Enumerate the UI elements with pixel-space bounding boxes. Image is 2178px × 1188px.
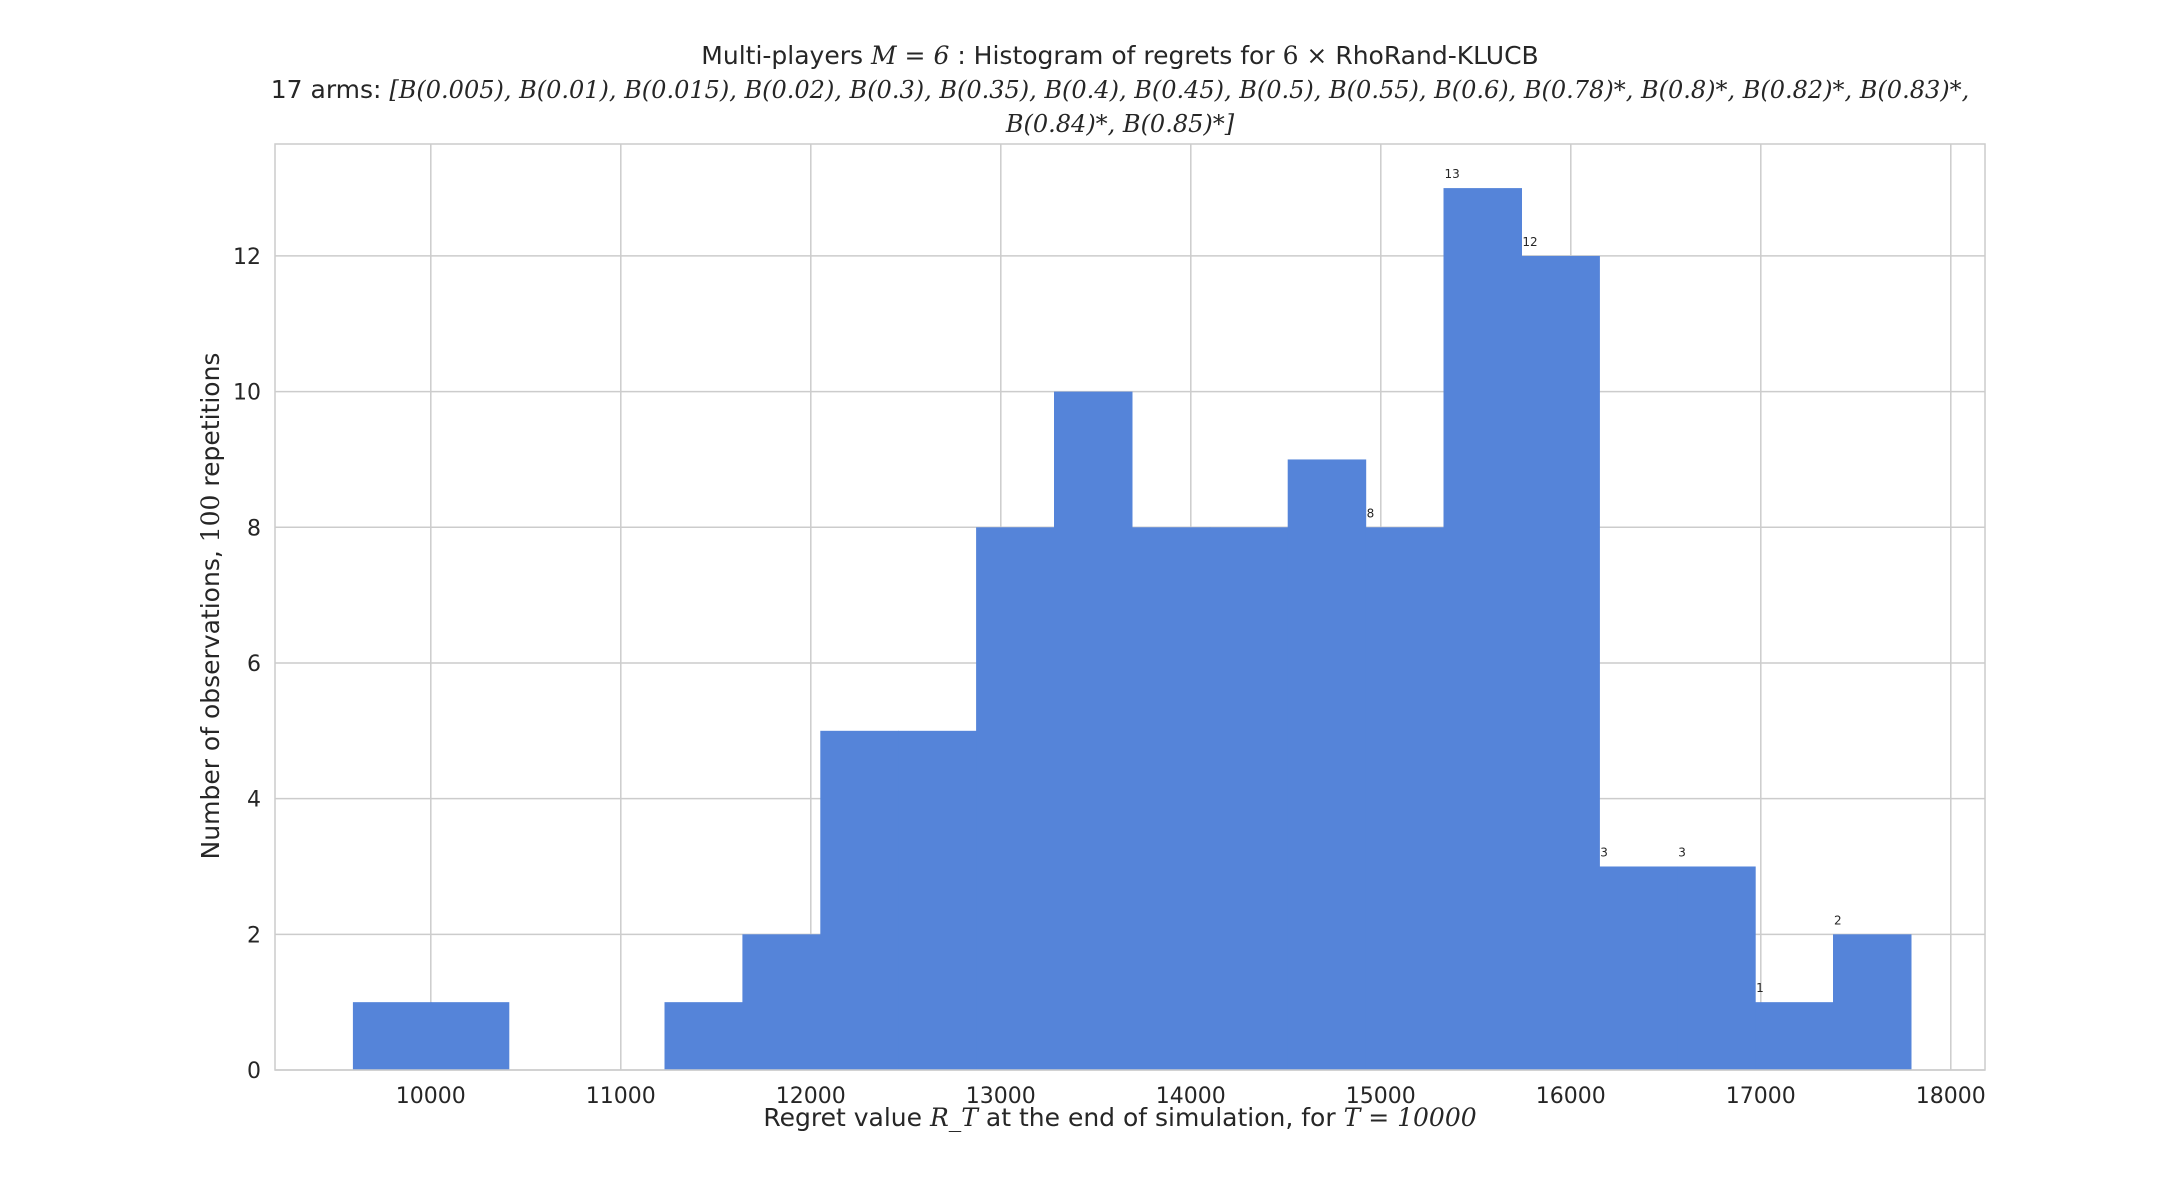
x-axis-label: Regret value R_T at the end of simulatio… — [763, 1103, 1476, 1132]
bar-count-label: 3 — [1600, 845, 1608, 859]
x-tick-label: 14000 — [1156, 1084, 1226, 1109]
y-tick-label: 4 — [247, 788, 261, 813]
bar-count-label: 3 — [1678, 845, 1686, 859]
title-algorithm: RhoRand-KLUCB — [1335, 41, 1538, 70]
histogram-bar — [1677, 866, 1756, 1070]
title-math-mult: 6 × — [1283, 41, 1328, 70]
title-arms-count: 17 arms: — [271, 75, 382, 104]
y-tick-label: 6 — [247, 652, 261, 677]
y-tick-label: 0 — [247, 1059, 261, 1084]
bar-count-label: 8 — [1367, 506, 1375, 520]
x-tick-labels: 10000 11000 12000 13000 14000 15000 16000 17000… — [396, 1084, 1986, 1109]
histogram-bar — [1443, 188, 1522, 1071]
histogram-bar — [1209, 527, 1289, 1070]
bar-count-label: 1 — [1756, 981, 1764, 995]
x-tick-label: 12000 — [776, 1084, 846, 1109]
bar-count-label: 2 — [1834, 913, 1842, 927]
histogram-bar — [1833, 934, 1912, 1070]
xlabel-math: R_T — [929, 1103, 980, 1132]
title-middle: : Histogram of regrets for — [957, 41, 1275, 70]
title-math-m: M = 6 — [870, 41, 949, 70]
x-tick-label: 11000 — [586, 1084, 656, 1109]
bars — [352, 188, 1912, 1071]
x-tick-label: 16000 — [1536, 1084, 1606, 1109]
histogram-bar — [898, 730, 977, 1070]
chart-title-line1: Multi-players M = 6 : Histogram of regre… — [701, 41, 1538, 70]
x-tick-label: 10000 — [396, 1084, 466, 1109]
chart-title-line2: 17 arms: [B(0.005), B(0.01), B(0.015), B… — [271, 75, 1969, 104]
bar-count-label: 13 — [1445, 167, 1460, 181]
ylabel-suffix: repetitions — [196, 353, 225, 487]
x-tick-label: 18000 — [1916, 1084, 1986, 1109]
title-arms-list: [B(0.005), B(0.01), B(0.015), B(0.02), B… — [389, 76, 1969, 104]
histogram-bar — [1365, 527, 1445, 1070]
histogram-bar — [352, 1002, 432, 1070]
histogram-bar — [1054, 391, 1133, 1071]
histogram-bar — [1755, 1002, 1834, 1070]
histogram-bar — [1599, 866, 1678, 1070]
ylabel-math: 100 — [196, 495, 225, 543]
xlabel-math2: T = 10000 — [1344, 1103, 1477, 1132]
xlabel-prefix: Regret value — [763, 1103, 922, 1132]
bar-count-label: 12 — [1522, 235, 1537, 249]
y-tick-label: 8 — [247, 516, 261, 541]
histogram-bar — [1131, 527, 1211, 1070]
y-tick-label: 2 — [247, 923, 261, 948]
histogram-bar — [664, 1002, 743, 1070]
ylabel-prefix: Number of observations, — [196, 550, 225, 859]
y-tick-label: 12 — [233, 245, 261, 270]
plot-frame — [274, 143, 1986, 1071]
title-prefix: Multi-players — [701, 41, 863, 70]
histogram-bar — [976, 527, 1055, 1070]
histogram-bar — [1521, 255, 1600, 1070]
histogram-bar — [742, 934, 821, 1070]
y-axis-label: Number of observations, 100 repetitions — [196, 353, 225, 860]
xlabel-middle: at the end of simulation, for — [986, 1103, 1336, 1132]
x-tick-label: 15000 — [1346, 1084, 1416, 1109]
histogram-bar — [1287, 459, 1367, 1070]
histogram-bar — [820, 730, 899, 1070]
x-tick-label: 17000 — [1726, 1084, 1796, 1109]
histogram-bar — [430, 1002, 510, 1070]
x-tick-label: 13000 — [966, 1084, 1036, 1109]
y-tick-label: 10 — [233, 381, 261, 406]
chart-title-line3: B(0.84)*, B(0.85)*] — [1005, 110, 1235, 138]
y-tick-labels: 0 2 4 6 8 10 12 — [233, 245, 261, 1084]
